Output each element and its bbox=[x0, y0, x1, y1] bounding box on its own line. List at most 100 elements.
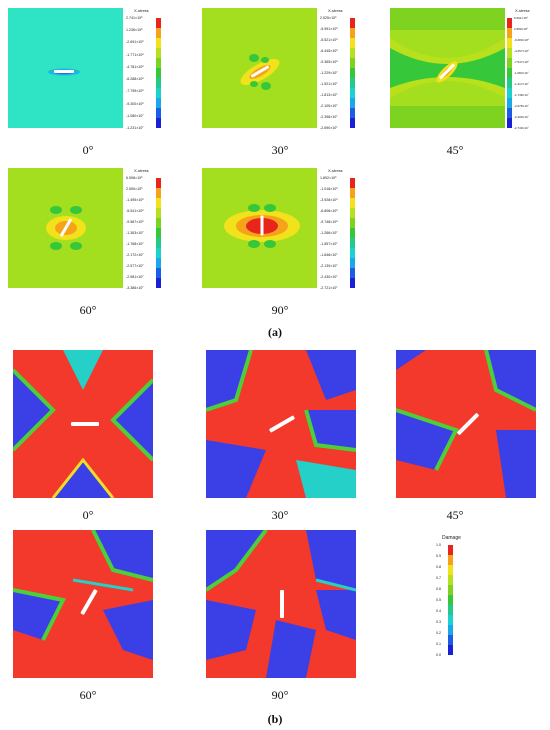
angle-label: 45° bbox=[446, 508, 464, 522]
legend-color-step bbox=[350, 38, 355, 48]
crack-90 bbox=[260, 215, 264, 236]
crack-0 bbox=[71, 422, 99, 426]
legend-color-step bbox=[448, 555, 453, 565]
legend-color-step bbox=[350, 188, 355, 198]
legend-tick-label: 2.550×10⁶ bbox=[126, 187, 143, 191]
stress-map-30 bbox=[202, 8, 317, 128]
legend-colorbar bbox=[156, 18, 161, 128]
stress-map-0 bbox=[8, 8, 123, 128]
legend-color-step bbox=[350, 28, 355, 38]
legend-color-step bbox=[507, 38, 512, 48]
legend-tick-label: -1.521×10⁷ bbox=[320, 82, 338, 86]
part-b-label: (b) bbox=[267, 712, 283, 726]
legend-color-step bbox=[350, 18, 355, 28]
legend-color-step bbox=[350, 68, 355, 78]
legend-tick-label: -1.018×10⁶ bbox=[320, 187, 338, 191]
legend-color-step bbox=[350, 78, 355, 88]
legend-tick-label: 0.5 bbox=[436, 598, 441, 602]
legend-tick-label: -1.084×10⁷ bbox=[514, 71, 529, 75]
legend-tick-label: -2.139×10⁷ bbox=[320, 264, 338, 268]
legend-tick-label: 0.4 bbox=[436, 609, 441, 613]
legend-color-step bbox=[156, 78, 161, 88]
legend-color-step bbox=[156, 228, 161, 238]
legend-color-step bbox=[350, 278, 355, 288]
legend-tick-label: 1.236×10⁶ bbox=[126, 28, 143, 33]
legend-tick-label: 0.1 bbox=[436, 642, 441, 646]
legend-tick-label: -9.365×10⁶ bbox=[320, 60, 338, 64]
legend-color-step bbox=[507, 68, 512, 78]
angle-label: 0° bbox=[82, 508, 94, 522]
legend-color-step bbox=[156, 118, 161, 128]
damage-contour-30 bbox=[206, 350, 356, 498]
legend-tick-label: -2.721×10⁷ bbox=[320, 286, 338, 290]
legend-tick-label: -2.690×10⁷ bbox=[320, 126, 338, 130]
legend-color-step bbox=[507, 78, 512, 88]
legend-tick-label: -1.229×10⁷ bbox=[320, 71, 338, 75]
legend-tick-label: -2.105×10⁷ bbox=[320, 104, 338, 108]
legend-color-step bbox=[156, 188, 161, 198]
legend-tick-label: -3.386×10⁷ bbox=[126, 286, 144, 290]
legend-color-step bbox=[507, 118, 512, 128]
legend-color-step bbox=[350, 218, 355, 228]
legend-tick-label: -1.748×10⁷ bbox=[514, 93, 529, 97]
legend-tick-label: 5.691×10⁶ bbox=[514, 16, 528, 20]
legend-tick-label: -6.808×10⁶ bbox=[320, 209, 338, 213]
angle-label: 90° bbox=[271, 303, 289, 317]
legend-color-step bbox=[350, 238, 355, 248]
legend-colorbar bbox=[507, 18, 512, 128]
legend-tick-label: 1.892×10⁶ bbox=[320, 176, 337, 180]
part-a-label: (a) bbox=[268, 325, 282, 339]
legend-tick-label: -6.288×10⁶ bbox=[126, 77, 144, 82]
legend-color-step bbox=[448, 635, 453, 645]
damage-map-0 bbox=[13, 350, 153, 498]
legend-tick-label: -1.495×10⁶ bbox=[126, 198, 144, 202]
damage-map-45 bbox=[396, 350, 536, 498]
angle-label: 30° bbox=[271, 143, 289, 157]
legend-tick-label: 0.0 bbox=[436, 653, 441, 657]
legend-title: X-stress bbox=[328, 8, 343, 13]
angle-label: 60° bbox=[79, 688, 97, 702]
legend-color-step bbox=[448, 645, 453, 655]
legend-color-step bbox=[350, 178, 355, 188]
legend-title: X-stress bbox=[328, 168, 343, 173]
legend-colorbar bbox=[156, 178, 161, 288]
legend-color-step bbox=[350, 88, 355, 98]
legend-color-step bbox=[507, 28, 512, 38]
stress-contour-90 bbox=[224, 204, 300, 248]
legend-color-step bbox=[448, 625, 453, 635]
angle-label: 90° bbox=[271, 688, 289, 702]
legend-color-step bbox=[350, 98, 355, 108]
legend-tick-label: -1.768×10⁷ bbox=[126, 242, 144, 246]
legend-colorbar bbox=[350, 18, 355, 128]
legend-tick-label: -2.981×10⁷ bbox=[126, 275, 144, 279]
legend-tick-label: -4.781×10⁶ bbox=[126, 64, 144, 69]
legend-tick-label: -5.991×10⁶ bbox=[320, 27, 338, 31]
legend-color-step bbox=[350, 208, 355, 218]
stress-map-60 bbox=[8, 168, 123, 288]
legend-color-step bbox=[156, 268, 161, 278]
legend-color-step bbox=[156, 208, 161, 218]
legend-tick-label: -9.300×10⁶ bbox=[126, 101, 144, 106]
legend-color-step bbox=[350, 198, 355, 208]
legend-color-step bbox=[507, 88, 512, 98]
legend-color-step bbox=[507, 98, 512, 108]
legend-title: Damage bbox=[442, 535, 461, 541]
stress-map-90 bbox=[202, 168, 317, 288]
stress-contour-0 bbox=[48, 68, 80, 76]
legend-color-step bbox=[507, 58, 512, 68]
legend-tick-label: -2.740×10⁷ bbox=[514, 126, 529, 130]
legend-color-step bbox=[156, 278, 161, 288]
stress-map-45 bbox=[390, 8, 505, 128]
legend-color-step bbox=[350, 268, 355, 278]
legend-color-step bbox=[156, 88, 161, 98]
legend-tick-label: -7.795×10⁶ bbox=[126, 89, 144, 94]
legend-tick-label: -1.417×10⁷ bbox=[514, 82, 529, 86]
legend-color-step bbox=[507, 48, 512, 58]
legend-tick-label: -2.409×10⁷ bbox=[514, 115, 529, 119]
legend-color-step bbox=[448, 595, 453, 605]
legend-color-step bbox=[156, 28, 161, 38]
legend-tick-label: 1.0 bbox=[436, 543, 441, 547]
legend-color-step bbox=[350, 118, 355, 128]
legend-color-step bbox=[448, 545, 453, 555]
legend-tick-label: -1.231×10⁷ bbox=[126, 126, 144, 130]
